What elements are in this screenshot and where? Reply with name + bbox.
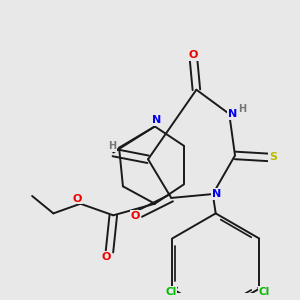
Text: O: O	[189, 50, 198, 60]
Text: O: O	[102, 252, 111, 262]
Text: Cl: Cl	[259, 287, 270, 297]
Text: O: O	[73, 194, 82, 203]
Text: N: N	[212, 189, 221, 199]
Text: H: H	[108, 141, 116, 151]
Text: N: N	[152, 115, 161, 125]
Text: H: H	[238, 104, 246, 114]
Text: O: O	[130, 211, 140, 221]
Text: N: N	[228, 109, 237, 119]
Text: Cl: Cl	[165, 287, 176, 297]
Text: S: S	[269, 152, 277, 162]
